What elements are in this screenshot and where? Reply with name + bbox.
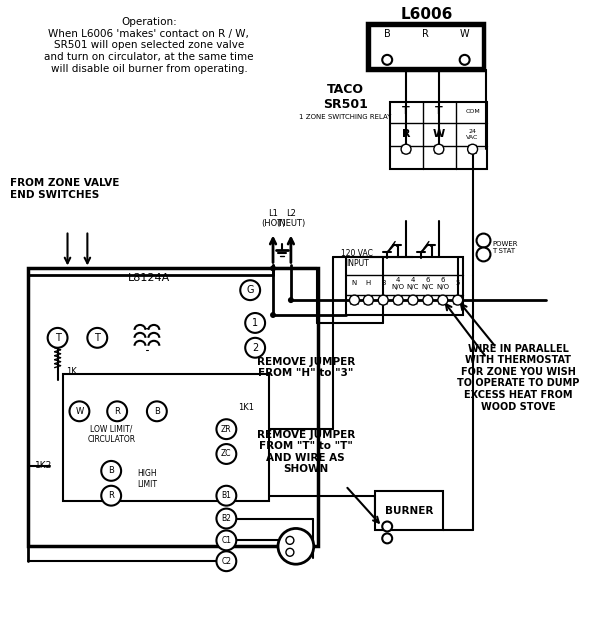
Circle shape	[408, 295, 418, 305]
Circle shape	[476, 248, 491, 261]
Circle shape	[286, 548, 294, 556]
Text: 24
VAC: 24 VAC	[466, 129, 479, 140]
Circle shape	[270, 265, 276, 272]
Circle shape	[378, 295, 388, 305]
Text: T: T	[55, 333, 61, 343]
Text: R: R	[422, 29, 429, 39]
Text: 120 VAC
INPUT: 120 VAC INPUT	[342, 249, 374, 268]
Circle shape	[423, 295, 433, 305]
Circle shape	[240, 280, 260, 300]
Circle shape	[382, 55, 392, 65]
Text: G: G	[247, 285, 254, 295]
Text: LOW LIMIT/
CIRCULATOR: LOW LIMIT/ CIRCULATOR	[87, 425, 135, 444]
Circle shape	[270, 312, 276, 318]
Text: REMOVE JUMPER
FROM "T" to "T"
AND WIRE AS
SHOWN: REMOVE JUMPER FROM "T" to "T" AND WIRE A…	[257, 430, 355, 474]
Text: B: B	[154, 407, 160, 416]
Text: R: R	[402, 129, 410, 139]
Text: 1: 1	[252, 318, 258, 328]
Circle shape	[216, 486, 236, 506]
Text: R: R	[114, 407, 120, 416]
Circle shape	[467, 144, 478, 154]
Circle shape	[434, 144, 444, 154]
Text: B: B	[384, 29, 391, 39]
Text: 1 ZONE SWITCHING RELAY: 1 ZONE SWITCHING RELAY	[299, 115, 392, 120]
Text: W: W	[75, 407, 84, 416]
Circle shape	[216, 530, 236, 550]
Text: ZC: ZC	[221, 449, 232, 459]
Text: T: T	[435, 106, 443, 117]
Text: L6006: L6006	[401, 7, 453, 22]
Text: L1
(HOT): L1 (HOT)	[261, 209, 285, 229]
Circle shape	[460, 55, 470, 65]
Circle shape	[382, 534, 392, 543]
Text: ZR: ZR	[221, 425, 232, 433]
Text: 1K1: 1K1	[238, 403, 254, 412]
Circle shape	[108, 401, 127, 421]
Bar	[375, 491, 443, 530]
Text: POWER
T STAT: POWER T STAT	[492, 241, 518, 254]
Circle shape	[216, 444, 236, 464]
Circle shape	[48, 328, 68, 348]
Circle shape	[364, 295, 373, 305]
Circle shape	[147, 401, 167, 421]
Bar	[346, 258, 463, 315]
Circle shape	[438, 295, 448, 305]
Circle shape	[101, 461, 121, 481]
Circle shape	[216, 508, 236, 529]
Text: C2: C2	[222, 557, 232, 566]
Text: W: W	[432, 129, 445, 139]
Text: COM: COM	[465, 109, 480, 114]
Text: T: T	[402, 106, 410, 117]
Text: 2: 2	[252, 343, 258, 353]
Circle shape	[401, 144, 411, 154]
Bar	[367, 23, 485, 70]
Text: TACO: TACO	[327, 83, 364, 96]
Text: N: N	[352, 280, 357, 286]
Bar	[28, 268, 318, 546]
Text: 5: 5	[456, 280, 460, 286]
Circle shape	[216, 551, 236, 571]
Circle shape	[288, 297, 294, 303]
Text: L2
(NEUT): L2 (NEUT)	[276, 209, 305, 229]
Text: 6
N/C: 6 N/C	[422, 277, 434, 290]
Text: B: B	[108, 466, 114, 476]
Circle shape	[101, 486, 121, 506]
Text: 6
N/O: 6 N/O	[437, 277, 449, 290]
Text: 3: 3	[381, 280, 386, 286]
Bar	[390, 101, 488, 169]
Text: HIGH
LIMIT: HIGH LIMIT	[137, 469, 157, 488]
Circle shape	[393, 295, 403, 305]
Circle shape	[278, 529, 314, 564]
Text: R: R	[108, 491, 114, 500]
Text: T: T	[94, 333, 100, 343]
Circle shape	[87, 328, 108, 348]
Text: 1K2: 1K2	[35, 461, 52, 471]
Circle shape	[245, 338, 265, 358]
Circle shape	[349, 295, 359, 305]
Circle shape	[216, 419, 236, 439]
Text: 4
N/C: 4 N/C	[407, 277, 419, 290]
Text: C1: C1	[222, 536, 232, 545]
Text: 1K: 1K	[66, 367, 77, 376]
Bar	[62, 374, 269, 501]
Circle shape	[245, 313, 265, 333]
Text: W: W	[460, 29, 469, 39]
Circle shape	[382, 522, 392, 532]
Text: WIRE IN PARALLEL
WITH THERMOSTAT
FOR ZONE YOU WISH
TO OPERATE TO DUMP
EXCESS HEA: WIRE IN PARALLEL WITH THERMOSTAT FOR ZON…	[457, 343, 579, 411]
Text: B2: B2	[222, 514, 231, 523]
Text: H: H	[366, 280, 371, 286]
Text: SR501: SR501	[323, 98, 368, 111]
Text: B1: B1	[222, 491, 231, 500]
Text: REMOVE JUMPER
FROM "H" to "3": REMOVE JUMPER FROM "H" to "3"	[257, 357, 355, 379]
Text: Operation:
When L6006 'makes' contact on R / W,
SR501 will open selected zone va: Operation: When L6006 'makes' contact on…	[44, 17, 254, 74]
Text: 4
N/O: 4 N/O	[391, 277, 405, 290]
Circle shape	[476, 234, 491, 248]
Text: BURNER: BURNER	[385, 506, 433, 515]
Text: FROM ZONE VALVE
END SWITCHES: FROM ZONE VALVE END SWITCHES	[10, 178, 119, 200]
Circle shape	[69, 401, 89, 421]
Circle shape	[453, 295, 463, 305]
Text: L8124A: L8124A	[128, 273, 170, 284]
Circle shape	[286, 536, 294, 544]
Bar	[370, 26, 482, 67]
